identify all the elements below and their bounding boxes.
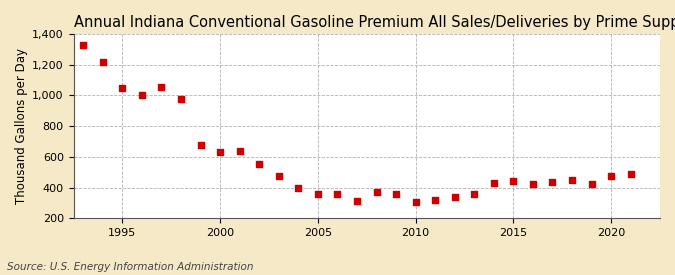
Point	[371, 190, 382, 194]
Point	[605, 174, 616, 178]
Point	[293, 185, 304, 190]
Point	[586, 182, 597, 186]
Point	[469, 191, 480, 196]
Point	[273, 174, 284, 178]
Point	[176, 97, 186, 101]
Text: Annual Indiana Conventional Gasoline Premium All Sales/Deliveries by Prime Suppl: Annual Indiana Conventional Gasoline Pre…	[74, 15, 675, 30]
Point	[352, 199, 362, 204]
Point	[78, 43, 88, 47]
Point	[450, 195, 460, 199]
Point	[508, 178, 519, 183]
Point	[313, 192, 323, 197]
Point	[410, 200, 421, 204]
Point	[528, 182, 539, 186]
Point	[156, 85, 167, 89]
Point	[136, 93, 147, 98]
Point	[117, 86, 128, 91]
Point	[97, 59, 108, 64]
Point	[195, 142, 206, 147]
Point	[391, 191, 402, 196]
Point	[547, 180, 558, 184]
Point	[625, 172, 636, 176]
Point	[430, 198, 441, 202]
Y-axis label: Thousand Gallons per Day: Thousand Gallons per Day	[15, 48, 28, 204]
Point	[254, 161, 265, 166]
Point	[489, 181, 500, 185]
Point	[566, 178, 577, 182]
Point	[332, 192, 343, 197]
Point	[215, 150, 225, 155]
Point	[234, 148, 245, 153]
Text: Source: U.S. Energy Information Administration: Source: U.S. Energy Information Administ…	[7, 262, 253, 272]
